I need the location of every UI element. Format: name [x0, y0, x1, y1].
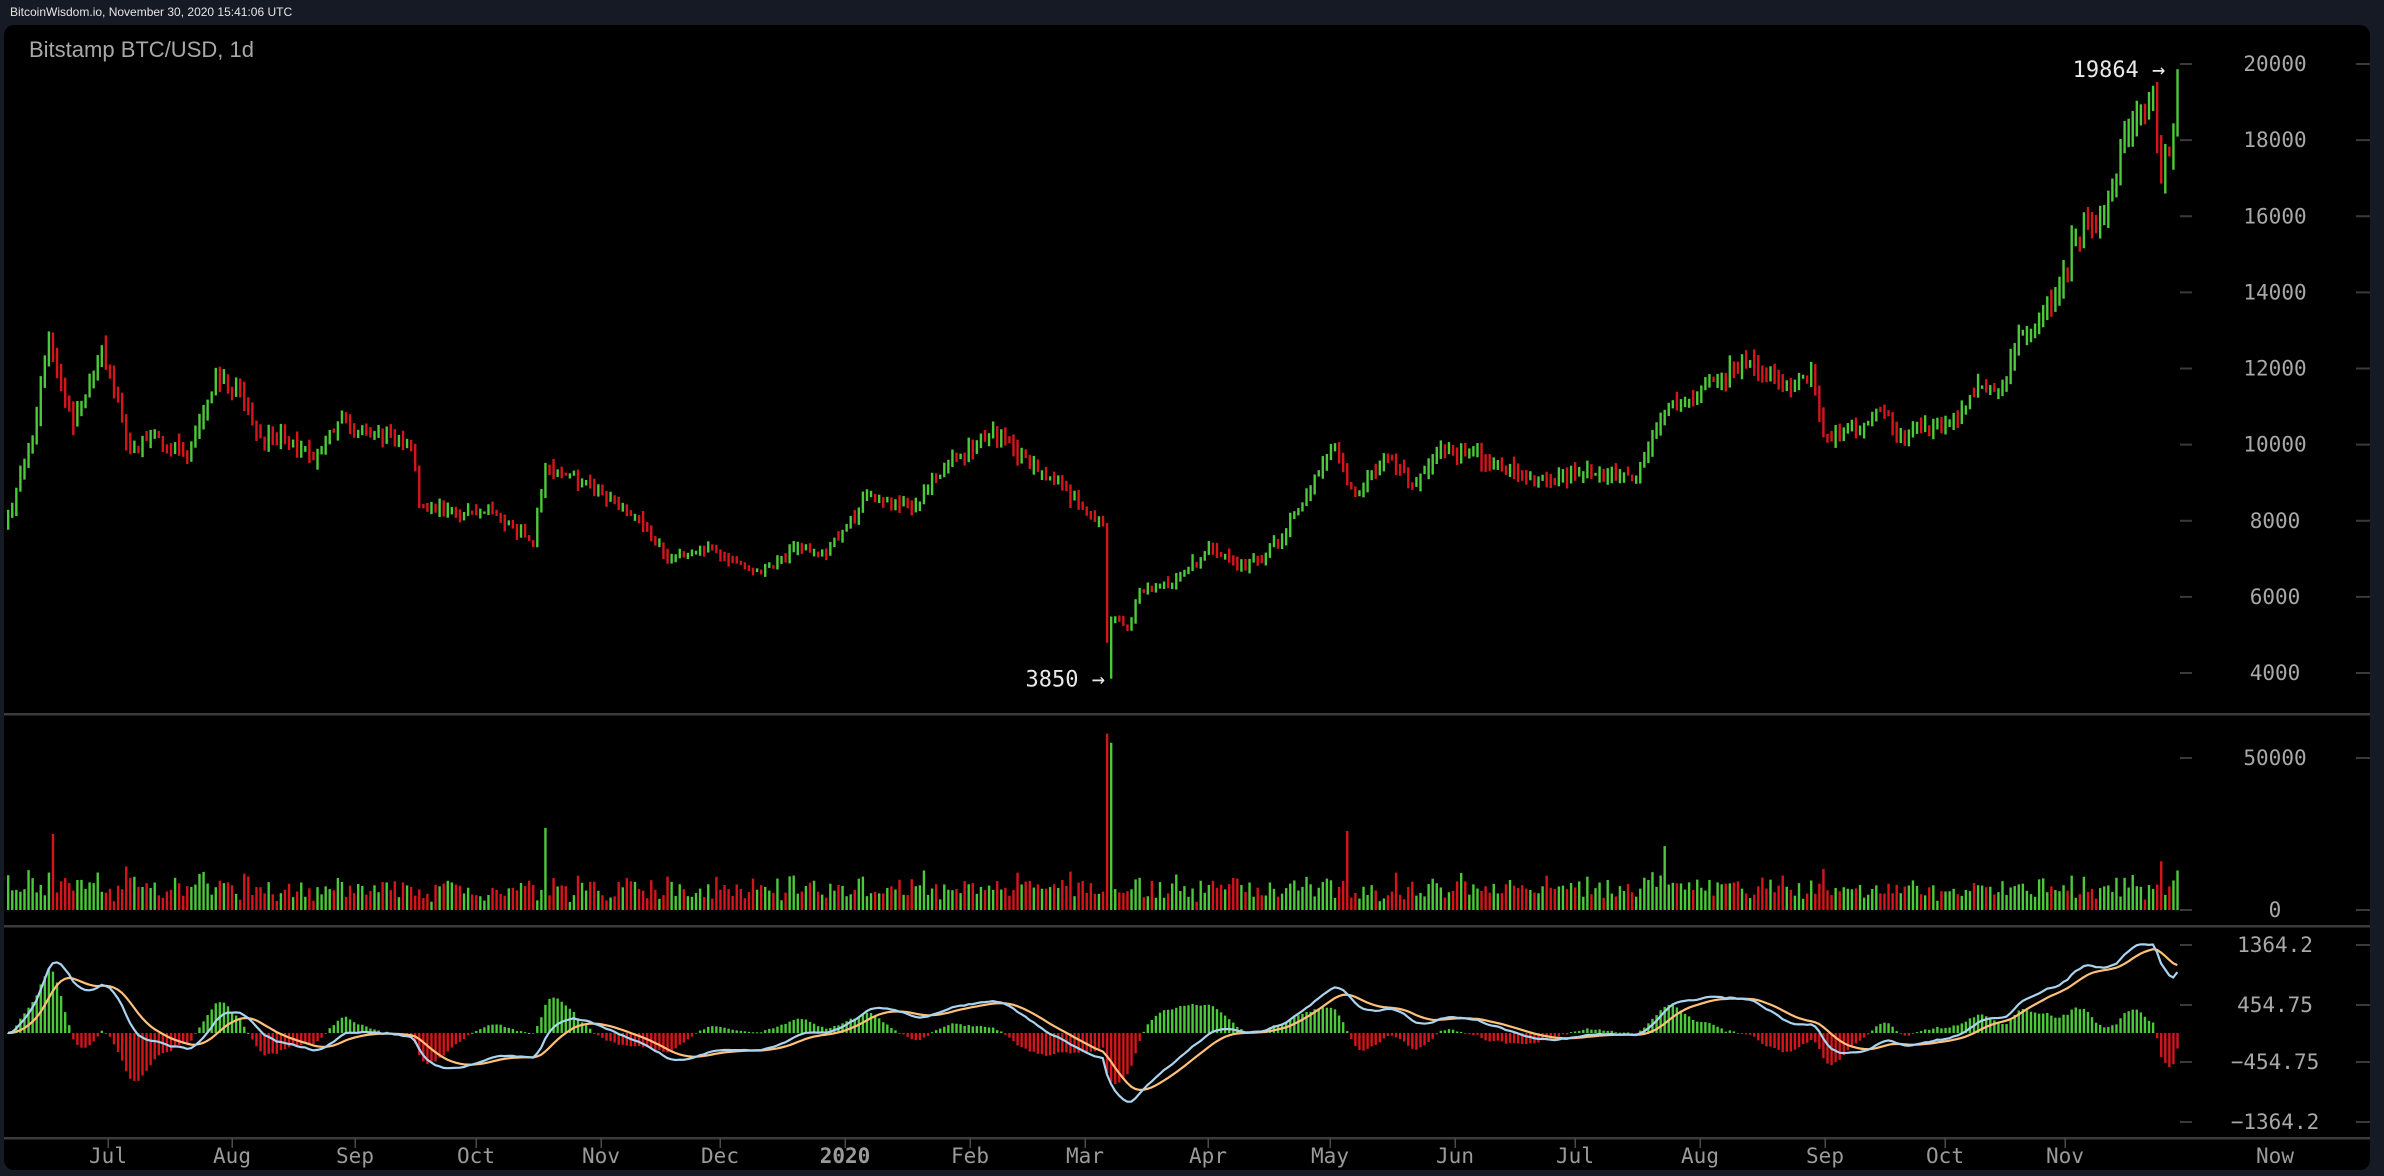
- time-tick-label: May: [1311, 1144, 1349, 1168]
- time-tick-label: Mar: [1066, 1144, 1104, 1168]
- time-tick-label: Oct: [457, 1144, 495, 1168]
- volume-panel[interactable]: [7, 733, 2179, 910]
- chart-canvas[interactable]: 20000 18000 16000 14000 12000 10000 8000 6000 40…: [4, 25, 2370, 1170]
- price-tick-label: 12000: [2243, 357, 2306, 381]
- source-timestamp-bar: BitcoinWisdom.io, November 30, 2020 15:4…: [0, 0, 2384, 24]
- volume-tick-label: 50000: [2243, 746, 2306, 770]
- time-tick-label: Jul: [89, 1144, 127, 1168]
- time-tick-label: Jul: [1556, 1144, 1594, 1168]
- price-tick-label: 6000: [2250, 585, 2301, 609]
- time-tick-label: Nov: [2046, 1144, 2084, 1168]
- now-label: Now: [2256, 1144, 2294, 1168]
- macd-tick-label: −454.75: [2231, 1050, 2320, 1074]
- chart-window: 20000 18000 16000 14000 12000 10000 8000 6000 40…: [4, 25, 2370, 1170]
- high-annotation: 19864 →: [2073, 58, 2166, 83]
- price-tick-label: 16000: [2243, 204, 2306, 228]
- source-timestamp: BitcoinWisdom.io, November 30, 2020 15:4…: [10, 5, 293, 19]
- price-tick-label: 4000: [2250, 661, 2301, 685]
- time-tick-label: Sep: [336, 1144, 374, 1168]
- price-tick-label: 14000: [2243, 280, 2306, 304]
- low-annotation: 3850 →: [1025, 668, 1104, 693]
- time-tick-label: Sep: [1806, 1144, 1844, 1168]
- macd-panel[interactable]: [7, 943, 2179, 1103]
- time-tick-label: Nov: [582, 1144, 620, 1168]
- time-tick-label: Jun: [1436, 1144, 1474, 1168]
- time-tick-label: Oct: [1926, 1144, 1964, 1168]
- price-panel[interactable]: [7, 69, 2179, 679]
- macd-tick-label: 454.75: [2237, 993, 2313, 1017]
- time-tick-label: Feb: [951, 1144, 989, 1168]
- macd-tick-label: 1364.2: [2237, 933, 2313, 957]
- macd-tick-label: −1364.2: [2231, 1110, 2320, 1134]
- price-tick-label: 10000: [2243, 433, 2306, 457]
- price-tick-label: 20000: [2243, 52, 2306, 76]
- time-tick-label: Dec: [701, 1144, 739, 1168]
- time-tick-label: Aug: [213, 1144, 251, 1168]
- time-tick-label: Aug: [1681, 1144, 1719, 1168]
- volume-tick-label: 0: [2269, 898, 2282, 922]
- axes-layer: 20000 18000 16000 14000 12000 10000 8000 6000 40…: [4, 52, 2370, 1168]
- chart-title: Bitstamp BTC/USD, 1d: [29, 37, 254, 62]
- time-tick-label: Apr: [1189, 1144, 1227, 1168]
- time-tick-label: 2020: [820, 1144, 871, 1168]
- price-tick-label: 8000: [2250, 509, 2301, 533]
- price-tick-label: 18000: [2243, 128, 2306, 152]
